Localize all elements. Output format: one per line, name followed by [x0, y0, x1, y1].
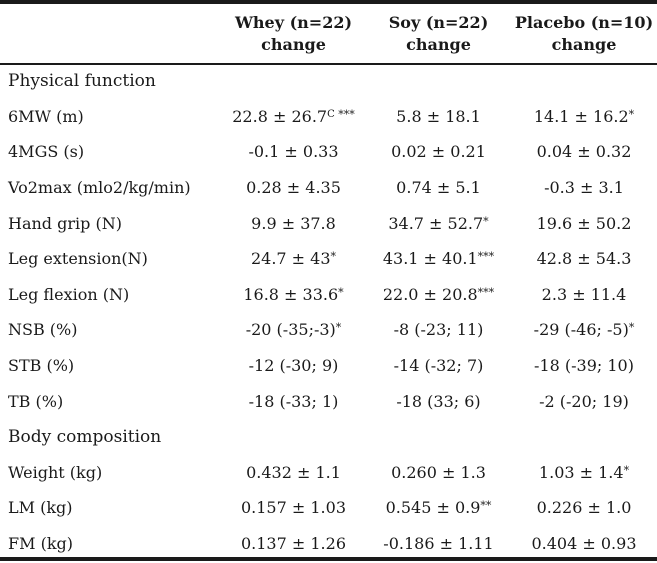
whey-value: -12 (-30; 9): [248, 356, 339, 376]
header-placebo: Placebo (n=10) change: [514, 12, 654, 54]
whey-value: 16.8 ± 33.6*: [243, 284, 344, 304]
significance-marker: *: [628, 107, 635, 121]
whey-value: -20 (-35;-3)*: [245, 320, 342, 340]
section-row-body-composition: Body composition: [0, 419, 657, 455]
row-label: FM (kg): [8, 534, 73, 554]
row-label: TB (%): [8, 391, 64, 411]
results-table: Whey (n=22) change Soy (n=22) change Pla…: [0, 4, 657, 561]
soy-value: 5.8 ± 18.1: [396, 106, 481, 126]
soy-value: -8 (-23; 11): [393, 320, 484, 340]
whey-value: 22.8 ± 26.7C ***: [232, 106, 355, 126]
significance-marker: *: [628, 321, 635, 335]
soy-value: 34.7 ± 52.7*: [388, 213, 489, 233]
placebo-value: 0.226 ± 1.0: [536, 498, 632, 518]
table-row: Vo2max (mlo2/kg/min) 0.28 ± 4.35 0.74 ± 5.…: [0, 170, 657, 206]
significance-marker: ***: [334, 107, 355, 121]
table-row: Hand grip (N) 9.9 ± 37.8 34.7 ± 52.7* 19.6 …: [0, 205, 657, 241]
soy-value: 43.1 ± 40.1***: [382, 249, 495, 269]
soy-value: 0.260 ± 1.3: [391, 462, 486, 482]
table-bottom-rule: [0, 557, 657, 561]
row-label: STB (%): [8, 356, 75, 376]
placebo-value: -0.3 ± 3.1: [544, 178, 624, 198]
placebo-value: 14.1 ± 16.2*: [533, 106, 635, 126]
significance-marker: *: [335, 321, 342, 335]
header-soy: Soy (n=22) change: [388, 12, 489, 54]
soy-value: -0.186 ± 1.11: [383, 534, 494, 554]
row-label: Vo2max (mlo2/kg/min): [8, 178, 191, 198]
soy-value: -14 (-32; 7): [393, 356, 484, 376]
row-label: Hand grip (N): [8, 213, 122, 233]
significance-marker: *: [338, 285, 344, 299]
soy-value: 22.0 ± 20.8***: [382, 284, 495, 304]
table-row: Weight (kg) 0.432 ± 1.1 0.260 ± 1.3 1.03 ± …: [0, 455, 657, 491]
placebo-value: 42.8 ± 54.3: [536, 249, 632, 269]
placebo-value: 1.03 ± 1.4*: [538, 462, 630, 482]
whey-value: 0.28 ± 4.35: [246, 178, 341, 198]
soy-value: 0.02 ± 0.21: [391, 142, 486, 162]
placebo-value: -2 (-20; 19): [539, 391, 629, 411]
soy-value: -18 (33; 6): [396, 391, 481, 411]
table-row: 4MGS (s) -0.1 ± 0.33 0.02 ± 0.21 0.04 ± 0.3…: [0, 134, 657, 170]
table-top-rule: [0, 0, 657, 4]
table-row: FM (kg) 0.137 ± 1.26 -0.186 ± 1.11 0.404 ± …: [0, 526, 657, 562]
row-label: NSB (%): [8, 320, 78, 340]
row-label: 6MW (m): [8, 106, 84, 126]
placebo-value: 0.404 ± 0.93: [531, 534, 637, 554]
whey-value: 24.7 ± 43*: [250, 249, 337, 269]
table-row: STB (%) -12 (-30; 9) -14 (-32; 7) -18 (-39;…: [0, 348, 657, 384]
significance-marker: *: [483, 214, 489, 228]
section-row-physical-function: Physical function: [0, 63, 657, 99]
section-label: Physical function: [8, 70, 156, 91]
whey-value: -18 (-33; 1): [248, 391, 339, 411]
table-row: NSB (%) -20 (-35;-3)* -8 (-23; 11) -29 (-46…: [0, 312, 657, 348]
placebo-value: 19.6 ± 50.2: [536, 213, 632, 233]
section-label: Body composition: [8, 426, 162, 447]
header-row: Whey (n=22) change Soy (n=22) change Pla…: [0, 4, 657, 63]
row-label: LM (kg): [8, 498, 73, 518]
significance-marker: *: [330, 250, 337, 264]
header-empty: [0, 4, 221, 63]
table-row: Leg flexion (N) 16.8 ± 33.6* 22.0 ± 20.8**…: [0, 277, 657, 313]
table-row: LM (kg) 0.157 ± 1.03 0.545 ± 0.9** 0.226 ± …: [0, 490, 657, 526]
table-row: TB (%) -18 (-33; 1) -18 (33; 6) -2 (-20; 19…: [0, 383, 657, 419]
footnote-marker: C: [327, 108, 335, 120]
significance-marker: *: [623, 463, 630, 477]
placebo-value: 0.04 ± 0.32: [536, 142, 632, 162]
row-label: Leg flexion (N): [8, 284, 130, 304]
placebo-value: 2.3 ± 11.4: [541, 284, 627, 304]
significance-marker: **: [480, 499, 492, 513]
soy-value: 0.545 ± 0.9**: [385, 498, 492, 518]
row-label: 4MGS (s): [8, 142, 85, 162]
table-row: 6MW (m) 22.8 ± 26.7C *** 5.8 ± 18.1 14.1 ± …: [0, 99, 657, 135]
significance-marker: ***: [477, 285, 495, 299]
whey-value: 0.432 ± 1.1: [246, 462, 341, 482]
placebo-value: -29 (-46; -5)*: [533, 320, 635, 340]
table-header-rule: [0, 63, 657, 65]
placebo-value: -18 (-39; 10): [534, 356, 634, 376]
whey-value: 9.9 ± 37.8: [251, 213, 336, 233]
whey-value: 0.157 ± 1.03: [240, 498, 346, 518]
row-label: Leg extension(N): [8, 249, 148, 269]
significance-marker: ***: [477, 250, 495, 264]
whey-value: -0.1 ± 0.33: [248, 142, 339, 162]
row-label: Weight (kg): [8, 462, 103, 482]
whey-value: 0.137 ± 1.26: [240, 534, 346, 554]
header-whey: Whey (n=22) change: [234, 12, 353, 54]
table-row: Leg extension(N) 24.7 ± 43* 43.1 ± 40.1***…: [0, 241, 657, 277]
soy-value: 0.74 ± 5.1: [396, 178, 481, 198]
